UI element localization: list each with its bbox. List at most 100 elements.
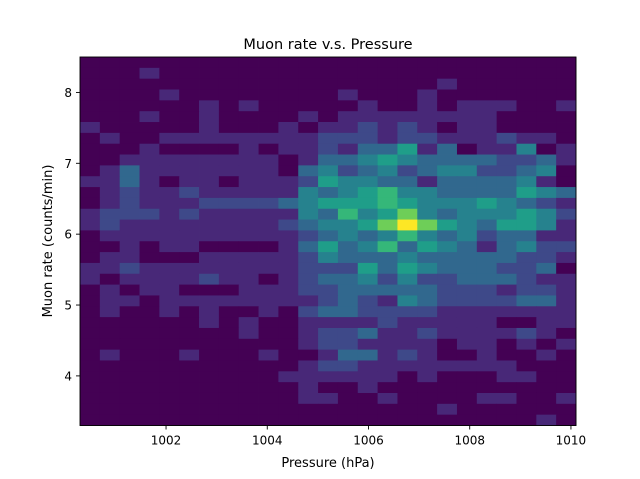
heatmap-cell	[139, 100, 160, 112]
heatmap-cell	[318, 165, 339, 177]
heatmap-cell	[298, 176, 319, 188]
heatmap-cell	[199, 230, 220, 242]
heatmap-cell	[278, 403, 299, 416]
heatmap-cell	[417, 241, 438, 253]
heatmap-cell	[139, 57, 160, 69]
heatmap-cell	[278, 262, 299, 275]
heatmap-cell	[516, 306, 537, 318]
heatmap-cell	[199, 132, 220, 145]
heatmap-cell	[536, 100, 557, 112]
heatmap-cell	[377, 382, 398, 394]
heatmap-cell	[397, 338, 418, 351]
heatmap-cell	[238, 176, 259, 188]
heatmap-cell	[337, 262, 359, 275]
heatmap-cell	[159, 208, 180, 220]
heatmap-cell	[397, 327, 418, 340]
heatmap-cell	[437, 360, 458, 372]
heatmap-cell	[357, 349, 378, 361]
heatmap-cell	[437, 143, 458, 155]
heatmap-cell	[536, 306, 557, 318]
heatmap-cell	[456, 295, 478, 307]
heatmap-cell	[298, 154, 319, 166]
heatmap-cell	[179, 273, 200, 285]
heatmap-cell	[159, 252, 180, 264]
heatmap-cell	[258, 262, 279, 275]
heatmap-cell	[99, 219, 121, 231]
heatmap-cell	[417, 338, 438, 351]
heatmap-cell	[357, 252, 378, 264]
heatmap-cell	[377, 100, 398, 112]
heatmap-cell	[437, 403, 458, 416]
heatmap-cell	[397, 89, 418, 101]
heatmap-cell	[238, 360, 259, 372]
heatmap-cell	[258, 100, 279, 112]
heatmap-cell	[417, 252, 438, 264]
heatmap-cell	[99, 208, 121, 220]
heatmap-cell	[456, 230, 478, 242]
heatmap-cell	[179, 392, 200, 405]
heatmap-cell	[159, 78, 180, 90]
heatmap-cell	[238, 197, 259, 210]
heatmap-cell	[159, 57, 180, 69]
heatmap-cell	[119, 306, 140, 318]
heatmap-cell	[119, 197, 140, 210]
heatmap-cell	[159, 273, 180, 285]
heatmap-cell	[238, 122, 259, 134]
heatmap-cell	[556, 306, 577, 318]
heatmap-cell	[437, 187, 458, 199]
heatmap-cell	[456, 165, 478, 177]
heatmap-cell	[397, 284, 418, 296]
heatmap-cell	[99, 403, 121, 416]
x-tick-label: 1006	[353, 434, 384, 448]
heatmap-cell	[139, 132, 160, 145]
heatmap-cell	[417, 403, 438, 416]
heatmap-cell	[139, 241, 160, 253]
heatmap-cell	[397, 197, 418, 210]
heatmap-cell	[278, 122, 299, 134]
heatmap-cell	[199, 122, 220, 134]
heatmap-cell	[496, 327, 517, 340]
heatmap-cell	[278, 197, 299, 210]
heatmap-cell	[218, 165, 240, 177]
heatmap-cell	[337, 111, 359, 123]
heatmap-cell	[456, 208, 478, 220]
heatmap-cell	[417, 382, 438, 394]
heatmap-cell	[536, 403, 557, 416]
heatmap-cell	[179, 317, 200, 329]
heatmap-cell	[258, 67, 279, 80]
heatmap-cell	[357, 295, 378, 307]
heatmap-cell	[318, 403, 339, 416]
heatmap-cell	[80, 187, 101, 199]
heatmap-cell	[377, 338, 398, 351]
heatmap-cell	[238, 403, 259, 416]
heatmap-cell	[298, 360, 319, 372]
heatmap-cell	[337, 284, 359, 296]
heatmap-cell	[556, 349, 577, 361]
heatmap-cell	[298, 111, 319, 123]
heatmap-cell	[278, 414, 299, 426]
heatmap-cell	[476, 382, 498, 394]
heatmap-cell	[417, 306, 438, 318]
heatmap-cell	[119, 327, 140, 340]
x-tick-label: 1002	[151, 434, 182, 448]
heatmap-cell	[179, 349, 200, 361]
heatmap-cell	[278, 317, 299, 329]
heatmap-cell	[218, 360, 240, 372]
heatmap-cell	[159, 89, 180, 101]
heatmap-cell	[99, 284, 121, 296]
heatmap-cell	[456, 273, 478, 285]
heatmap-cell	[179, 197, 200, 210]
heatmap-cell	[437, 327, 458, 340]
heatmap-cell	[377, 262, 398, 275]
heatmap-cell	[80, 327, 101, 340]
heatmap-cell	[298, 252, 319, 264]
heatmap-cell	[318, 241, 339, 253]
heatmap-cell	[199, 371, 220, 383]
heatmap-cell	[496, 100, 517, 112]
heatmap-cell	[218, 122, 240, 134]
heatmap-cell	[437, 67, 458, 80]
heatmap-cell	[397, 414, 418, 426]
heatmap-cell	[139, 382, 160, 394]
heatmap-cell	[377, 414, 398, 426]
heatmap-cell	[199, 187, 220, 199]
